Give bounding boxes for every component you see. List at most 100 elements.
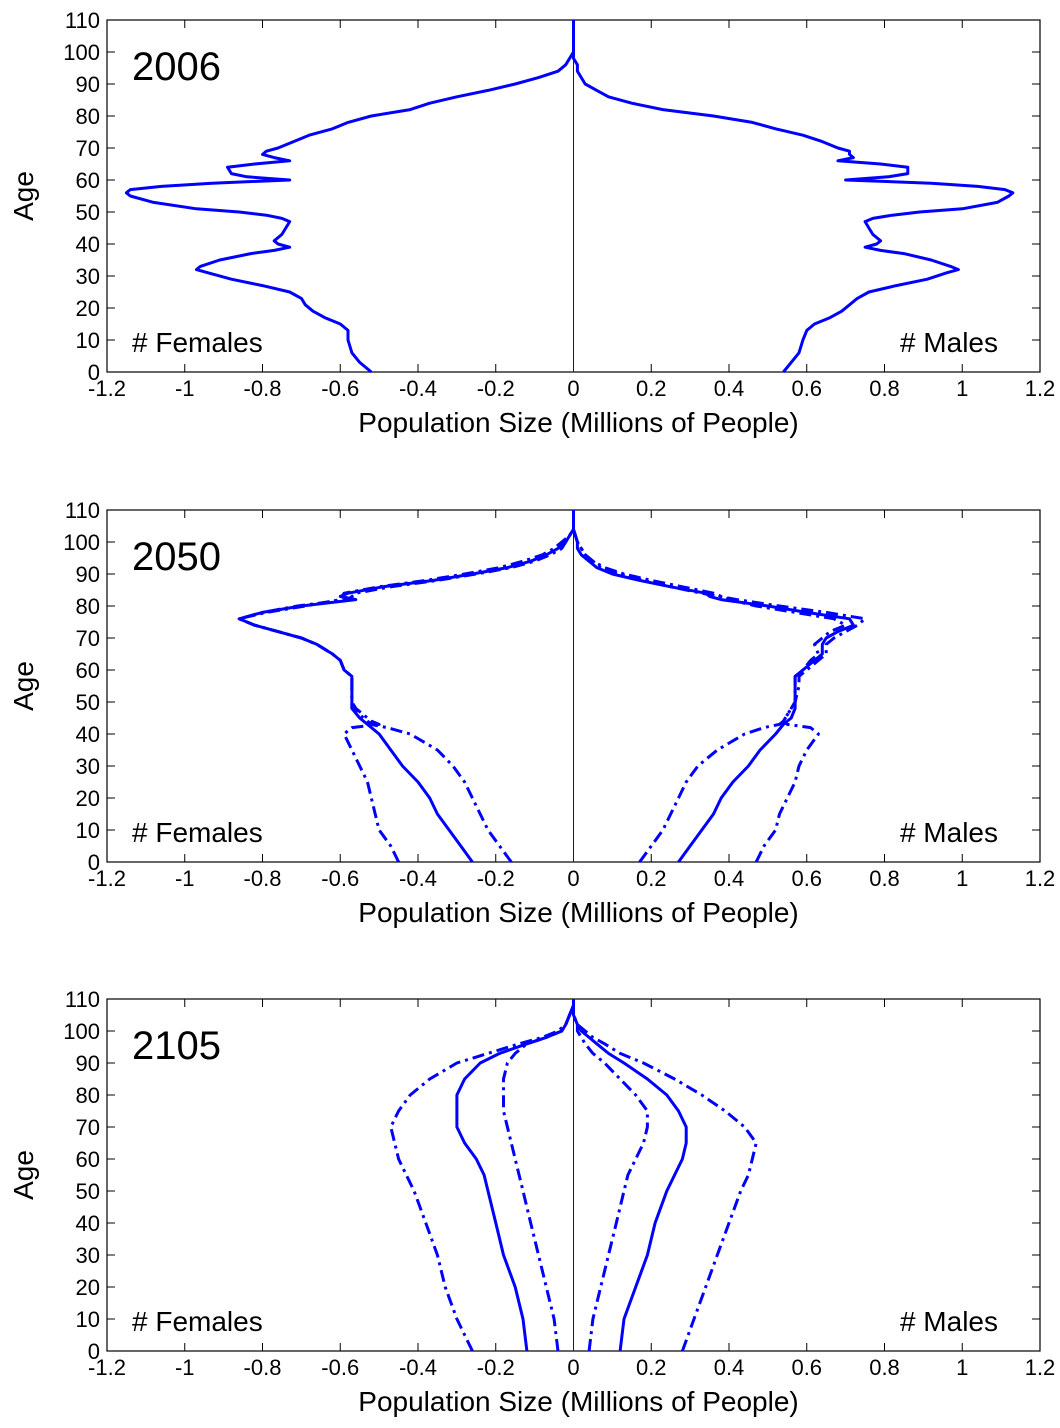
y-tick-label: 40 bbox=[76, 232, 100, 257]
x-tick-label: -1 bbox=[175, 866, 195, 891]
y-tick-label: 50 bbox=[76, 690, 100, 715]
y-tick-label: 110 bbox=[65, 987, 100, 1012]
x-tick-label: 0.4 bbox=[714, 866, 745, 891]
x-tick-label: 0.2 bbox=[636, 376, 667, 401]
x-tick-label: -0.2 bbox=[477, 866, 515, 891]
y-tick-label: 60 bbox=[76, 168, 100, 193]
x-tick-label: 0.8 bbox=[869, 376, 900, 401]
female-series-1-dashdot-line bbox=[389, 999, 575, 1352]
y-tick-label: 100 bbox=[63, 530, 100, 555]
x-tick-label: -1.2 bbox=[88, 376, 126, 401]
x-tick-label: 0 bbox=[567, 376, 579, 401]
x-tick-label: 1 bbox=[956, 1355, 968, 1380]
x-tick-label: 1.2 bbox=[1025, 376, 1056, 401]
y-axis-label: Age bbox=[8, 1150, 39, 1200]
males-label: # Males bbox=[900, 327, 998, 358]
male-series-2-dashdot-line bbox=[572, 510, 848, 863]
females-label: # Females bbox=[132, 1306, 263, 1337]
panel-year-label: 2006 bbox=[132, 45, 221, 89]
x-tick-label: -0.2 bbox=[477, 376, 515, 401]
x-tick-label: -1.2 bbox=[88, 866, 126, 891]
y-tick-label: 0 bbox=[88, 850, 100, 875]
y-tick-label: 70 bbox=[76, 626, 100, 651]
chart-panel-2105: -1.2 -1 -0.8 -0.6 -0.4 -0.2 0 0.2 0.4 0.6 0.8 1 1.2 0… bbox=[8, 987, 1055, 1417]
x-axis-label: Population Size (Millions of People) bbox=[358, 407, 798, 438]
y-tick-label: 70 bbox=[76, 136, 100, 161]
y-axis-label: Age bbox=[8, 171, 39, 221]
x-tick-label: -0.8 bbox=[244, 1355, 282, 1380]
y-tick-label: 80 bbox=[76, 594, 100, 619]
panel-year-label: 2050 bbox=[132, 535, 221, 579]
female-series-0-solid-line bbox=[455, 999, 575, 1352]
x-tick-label: 0 bbox=[567, 866, 579, 891]
x-tick-label: 0.2 bbox=[636, 866, 667, 891]
y-tick-label: 0 bbox=[88, 360, 100, 385]
y-tick-label: 50 bbox=[76, 200, 100, 225]
x-tick-label: 0.6 bbox=[791, 866, 822, 891]
x-axis-label: Population Size (Millions of People) bbox=[358, 897, 798, 928]
y-tick-label: 30 bbox=[76, 754, 100, 779]
females-label: # Females bbox=[132, 327, 263, 358]
males-label: # Males bbox=[900, 817, 998, 848]
x-tick-label: -0.8 bbox=[244, 866, 282, 891]
x-tick-label: 0.6 bbox=[791, 1355, 822, 1380]
y-tick-label: 20 bbox=[76, 786, 100, 811]
y-tick-label: 30 bbox=[76, 1243, 100, 1268]
x-tick-label: -1.2 bbox=[88, 1355, 126, 1380]
x-tick-label: -1 bbox=[175, 1355, 195, 1380]
y-tick-label: 100 bbox=[63, 40, 100, 65]
y-tick-label: 90 bbox=[76, 1051, 100, 1076]
x-tick-label: -0.6 bbox=[321, 376, 359, 401]
x-tick-label: 1 bbox=[956, 866, 968, 891]
male-series-2-dashdot-line bbox=[572, 999, 649, 1352]
x-tick-label: 0 bbox=[567, 1355, 579, 1380]
y-tick-label: 80 bbox=[76, 104, 100, 129]
x-tick-label: -0.4 bbox=[399, 376, 437, 401]
chart-panel-2050: -1.2 -1 -0.8 -0.6 -0.4 -0.2 0 0.2 0.4 0.6 0.8 1 1.2 0… bbox=[8, 498, 1055, 928]
y-tick-label: 10 bbox=[76, 818, 100, 843]
y-tick-label: 110 bbox=[65, 498, 100, 523]
x-tick-label: -0.8 bbox=[244, 376, 282, 401]
y-tick-label: 10 bbox=[76, 328, 100, 353]
females-label: # Females bbox=[132, 817, 263, 848]
x-tick-label: 0.8 bbox=[869, 1355, 900, 1380]
males-label: # Males bbox=[900, 1306, 998, 1337]
male-series-0-solid-line bbox=[572, 999, 688, 1352]
male-series-0-solid-line bbox=[572, 20, 1015, 373]
female-series-2-dashdot-line bbox=[502, 999, 575, 1352]
y-tick-label: 10 bbox=[76, 1307, 100, 1332]
y-tick-label: 70 bbox=[76, 1115, 100, 1140]
x-tick-label: -0.6 bbox=[321, 866, 359, 891]
y-tick-label: 60 bbox=[76, 1147, 100, 1172]
x-tick-label: -0.6 bbox=[321, 1355, 359, 1380]
y-tick-label: 90 bbox=[76, 562, 100, 587]
x-tick-label: -0.4 bbox=[399, 866, 437, 891]
x-tick-label: -0.2 bbox=[477, 1355, 515, 1380]
female-series-2-dashdot-line bbox=[237, 510, 575, 863]
x-tick-label: -0.4 bbox=[399, 1355, 437, 1380]
y-tick-label: 110 bbox=[65, 8, 100, 33]
x-tick-label: 1 bbox=[956, 376, 968, 401]
y-tick-label: 40 bbox=[76, 722, 100, 747]
x-tick-label: 1.2 bbox=[1025, 866, 1056, 891]
x-axis-label: Population Size (Millions of People) bbox=[358, 1386, 798, 1417]
x-tick-label: -1 bbox=[175, 376, 195, 401]
x-tick-label: 0.6 bbox=[791, 376, 822, 401]
x-tick-label: 0.8 bbox=[869, 866, 900, 891]
y-axis-label: Age bbox=[8, 661, 39, 711]
y-tick-label: 30 bbox=[76, 264, 100, 289]
x-tick-label: 0.2 bbox=[636, 1355, 667, 1380]
y-tick-label: 20 bbox=[76, 1275, 100, 1300]
female-series-0-solid-line bbox=[124, 20, 575, 374]
panel-year-label: 2105 bbox=[132, 1024, 221, 1068]
male-series-0-solid-line bbox=[572, 510, 855, 863]
chart-panel-2006: -1.2 -1 -0.8 -0.6 -0.4 -0.2 0 0.2 0.4 0.6 0.8 1 1.2 0… bbox=[8, 8, 1055, 438]
y-tick-label: 100 bbox=[63, 1019, 100, 1044]
x-tick-label: 0.4 bbox=[714, 376, 745, 401]
y-tick-label: 20 bbox=[76, 296, 100, 321]
y-tick-label: 40 bbox=[76, 1211, 100, 1236]
y-tick-label: 0 bbox=[88, 1339, 100, 1364]
y-tick-label: 80 bbox=[76, 1083, 100, 1108]
x-tick-label: 0.4 bbox=[714, 1355, 745, 1380]
